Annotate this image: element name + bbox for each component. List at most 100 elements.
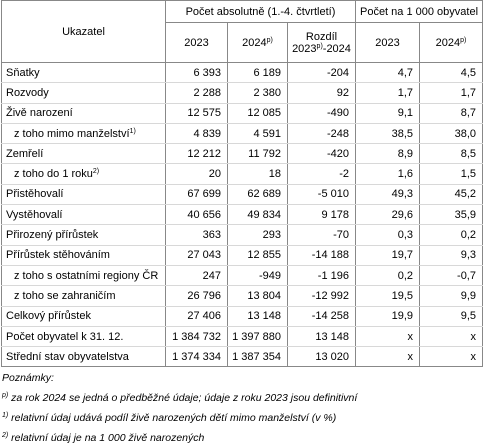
row-label-text: Počet obyvatel k 31. 12. — [6, 330, 124, 343]
note: 1) relativní údaj udává podíl živě naroz… — [2, 407, 483, 427]
row-label: Celkový přírůstek — [1, 306, 166, 327]
row-label-text: Střední stav obyvatelstva — [6, 350, 129, 363]
column-header: 2024p) — [227, 22, 288, 63]
cell: 27 043 — [165, 245, 228, 266]
table-row: Přirozený přírůstek 363 293 -70 0,3 0,2 — [1, 224, 483, 246]
cell: 26 796 — [165, 285, 228, 307]
cell: 19,5 — [355, 285, 420, 307]
row-label-text: z toho do 1 roku — [14, 168, 93, 181]
cell: -0,7 — [419, 265, 483, 287]
cell: 49 834 — [227, 204, 288, 226]
cell: -14 188 — [287, 245, 356, 266]
row-label-text: Přistěhovalí — [6, 188, 64, 201]
row-label-text: Živě narození — [6, 107, 73, 120]
row-label: Přirozený přírůstek — [1, 224, 166, 246]
cell: -248 — [287, 123, 356, 145]
cell: 20 — [165, 163, 228, 185]
cell: 13 148 — [287, 326, 356, 348]
cell: 1 374 334 — [165, 346, 228, 368]
row-label: Střední stav obyvatelstva — [1, 346, 166, 368]
cell: -12 992 — [287, 285, 356, 307]
cell: 40 656 — [165, 204, 228, 226]
table-row: Přistěhovalí 67 699 62 689 -5 010 49,3 45,2 — [1, 184, 483, 206]
row-label-text: z toho se zahraničím — [14, 289, 116, 302]
column-header-text: Rozdíl — [305, 30, 338, 43]
note-text: relativní údaj udává podíl živě narozený… — [8, 412, 337, 425]
row-label: Vystěhovalí — [1, 204, 166, 226]
header-label: Ukazatel — [1, 0, 166, 63]
cell: 67 699 — [165, 184, 228, 206]
column-header: 2024p) — [419, 22, 483, 63]
cell: 293 — [227, 224, 288, 246]
cell: 38,0 — [419, 123, 483, 145]
cell: 9,9 — [419, 285, 483, 307]
cell: 4 839 — [165, 123, 228, 145]
notes-title: Poznámky: — [2, 372, 54, 385]
superscript: 1) — [129, 127, 136, 135]
superscript: p) — [460, 36, 467, 44]
note-mark: p) — [2, 392, 9, 400]
row-label-text: Rozvody — [6, 86, 49, 99]
cell: 13 804 — [227, 285, 288, 307]
row-label-text: Sňatky — [6, 66, 40, 79]
cell: 1 387 354 — [227, 346, 288, 368]
column-header-text: -2024 — [322, 42, 351, 55]
cell: 19,9 — [355, 306, 420, 327]
column-header: 2023 — [165, 22, 228, 63]
table-row: Počet obyvatel k 31. 12. 1 384 732 1 397 8… — [1, 326, 483, 348]
cell: 363 — [165, 224, 228, 246]
cell: 2 380 — [227, 82, 288, 104]
cell: 6 189 — [227, 62, 288, 84]
cell: 45,2 — [419, 184, 483, 206]
table-row: Přírůstek stěhováním 27 043 12 855 -14 188 1… — [1, 245, 483, 266]
column-header-text: 2023 — [292, 42, 317, 55]
cell: 92 — [287, 82, 356, 104]
cell: -5 010 — [287, 184, 356, 206]
row-label: Přírůstek stěhováním — [1, 245, 166, 266]
cell: 29,6 — [355, 204, 420, 226]
cell: x — [419, 346, 483, 368]
cell: 1,6 — [355, 163, 420, 185]
row-label: z toho do 1 roku2) — [1, 163, 166, 185]
row-label: z toho mimo manželství1) — [1, 123, 166, 145]
cell: 11 792 — [227, 143, 288, 165]
cell: 9 178 — [287, 204, 356, 226]
cell: 4 591 — [227, 123, 288, 145]
table-row: Celkový přírůstek 27 406 13 148 -14 258 19,9… — [1, 306, 483, 327]
row-label: Rozvody — [1, 82, 166, 104]
cell: 27 406 — [165, 306, 228, 327]
cell: -70 — [287, 224, 356, 246]
row-label-text: Přírůstek stěhováním — [6, 249, 110, 262]
row-label: z toho se zahraničím — [1, 285, 166, 307]
row-label-text: z toho s ostatními regiony ČR — [14, 269, 159, 282]
cell: 18 — [227, 163, 288, 185]
cell: -420 — [287, 143, 356, 165]
row-label-text: Vystěhovalí — [6, 208, 63, 221]
table-row: Rozvody 2 288 2 380 92 1,7 1,7 — [1, 82, 483, 104]
cell: -2 — [287, 163, 356, 185]
cell: 49,3 — [355, 184, 420, 206]
cell: 19,7 — [355, 245, 420, 266]
row-label-text: Zemřelí — [6, 147, 44, 160]
cell: x — [355, 346, 420, 368]
cell: 0,3 — [355, 224, 420, 246]
column-header: 2023 — [355, 22, 420, 63]
cell: 1,7 — [355, 82, 420, 104]
cell: 35,9 — [419, 204, 483, 226]
cell: 6 393 — [165, 62, 228, 84]
cell: 9,5 — [419, 306, 483, 327]
row-label: Počet obyvatel k 31. 12. — [1, 326, 166, 348]
row-label: z toho s ostatními regiony ČR — [1, 265, 166, 287]
cell: x — [419, 326, 483, 348]
cell: 8,7 — [419, 103, 483, 124]
table-row: Vystěhovalí 40 656 49 834 9 178 29,6 35,9 — [1, 204, 483, 226]
note: p) za rok 2024 se jedná o předběžné údaj… — [2, 387, 483, 407]
table-row: z toho do 1 roku2) 20 18 -2 1,6 1,5 — [1, 163, 483, 185]
cell: -490 — [287, 103, 356, 124]
cell: 4,5 — [419, 62, 483, 84]
cell: 8,5 — [419, 143, 483, 165]
data-table: Ukazatel Počet absolutně (1.-4. čtvrtlet… — [1, 0, 483, 368]
row-label-text: Celkový přírůstek — [6, 310, 91, 323]
cell: 0,2 — [419, 224, 483, 246]
